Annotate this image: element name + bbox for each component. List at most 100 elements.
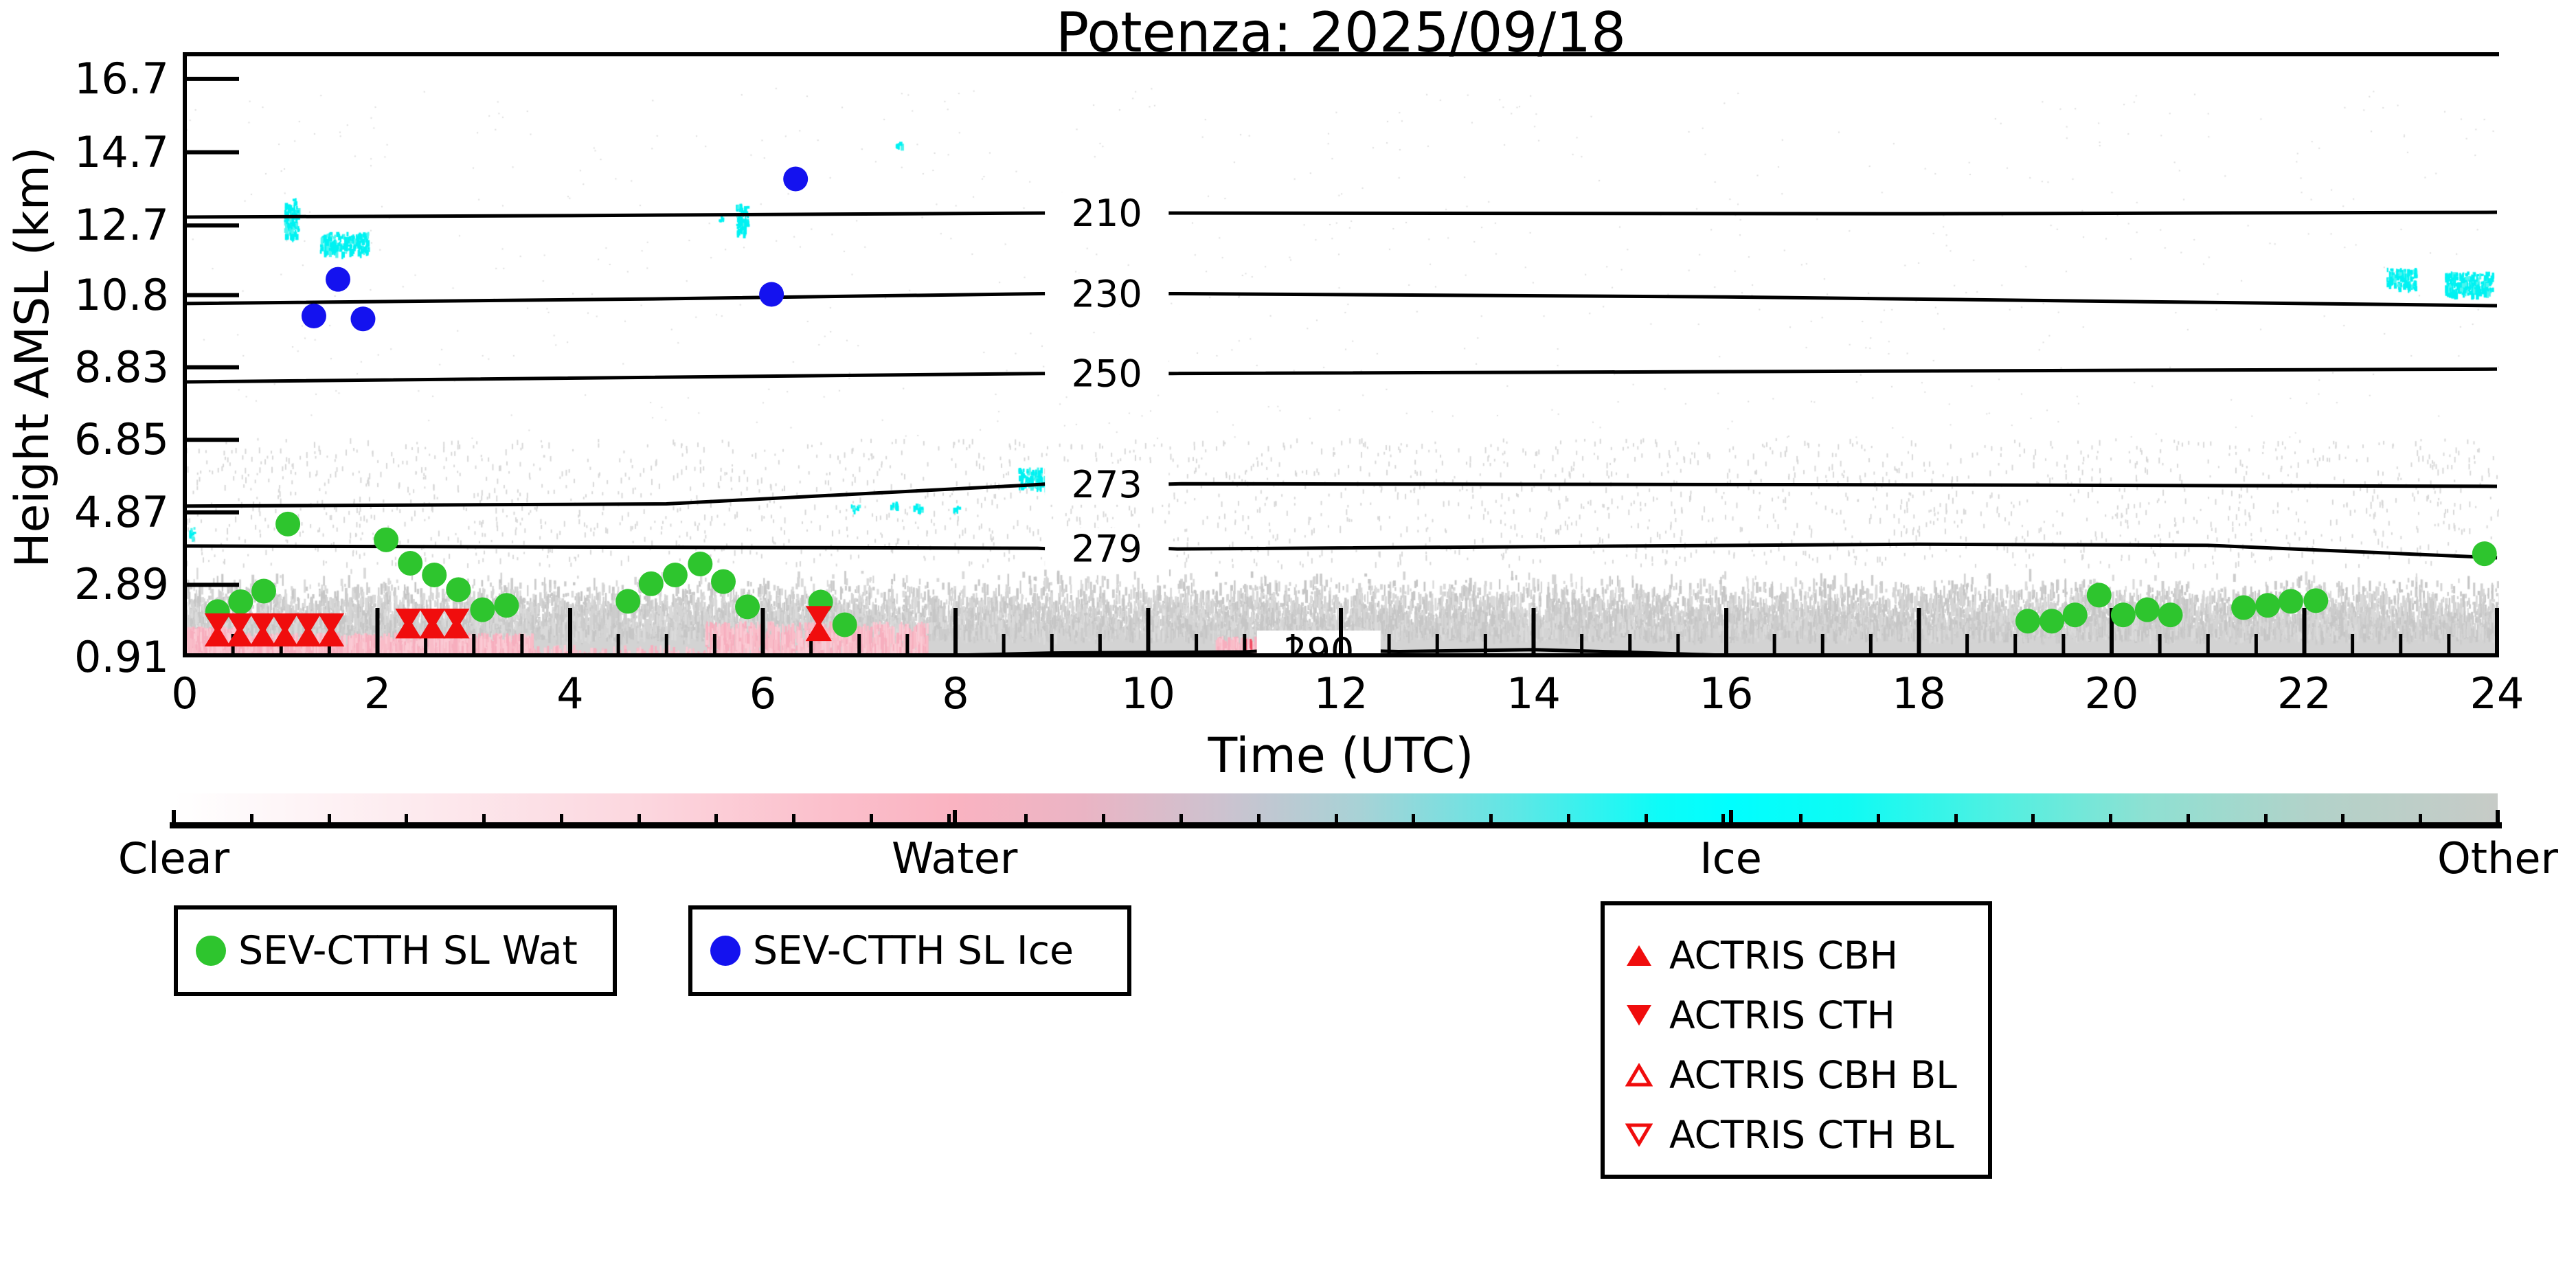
contour-line-250 bbox=[184, 372, 1046, 384]
sev-ctth-sl-wat-point bbox=[662, 563, 688, 588]
cloud-classification-background bbox=[183, 52, 2499, 657]
y-tick-label: 10.8 bbox=[74, 269, 169, 320]
contour-line-230 bbox=[1168, 291, 2498, 308]
contour-label-bg-273 bbox=[1045, 463, 1169, 505]
contour-line-210 bbox=[184, 211, 1046, 219]
colorbar-major-tick-other bbox=[2496, 810, 2500, 822]
colorbar-minor-tick bbox=[1024, 814, 1028, 822]
sev-ctth-sl-wat-point bbox=[2255, 593, 2281, 618]
actris-cth-point bbox=[249, 613, 276, 635]
colorbar-minor-tick bbox=[2341, 814, 2345, 822]
sev-ctth-sl-ice-point bbox=[783, 166, 809, 192]
cbh-triangle-up-icon bbox=[1627, 945, 1651, 966]
colorbar-minor-tick bbox=[1179, 814, 1183, 822]
colorbar-label-clear: Clear bbox=[117, 833, 230, 883]
y-tick-label: 6.85 bbox=[74, 414, 169, 465]
colorbar-minor-tick bbox=[1334, 814, 1338, 822]
sev-ctth-sl-wat-point bbox=[374, 527, 399, 552]
colorbar-minor-tick bbox=[482, 814, 486, 822]
sev-ctth-sl-wat-point bbox=[494, 593, 519, 618]
contour-label-250: 250 bbox=[1072, 352, 1142, 396]
colorbar-minor-tick bbox=[1721, 814, 1726, 822]
sev-ctth-sl-wat-point bbox=[2134, 597, 2160, 622]
actris-cbh-point bbox=[271, 624, 298, 647]
x-tick-label: 24 bbox=[2470, 668, 2524, 719]
legend-label-actris-cth: ACTRIS CTH bbox=[1669, 993, 1895, 1037]
colorbar-minor-tick bbox=[792, 814, 796, 822]
x-tick-label: 14 bbox=[1506, 668, 1561, 719]
ice-dot-icon bbox=[710, 936, 741, 966]
sev-ctth-sl-ice-point bbox=[759, 282, 784, 307]
sev-ctth-sl-wat-point bbox=[832, 612, 857, 637]
colorbar-minor-tick bbox=[1412, 814, 1416, 822]
legend-box-actris: ACTRIS CBH ACTRIS CTH ACTRIS CBH BL ACTR… bbox=[1601, 901, 1992, 1179]
colorbar-minor-tick bbox=[637, 814, 641, 822]
sev-ctth-sl-ice-point bbox=[350, 306, 376, 332]
actris-cth-point bbox=[395, 608, 422, 631]
legend-label-sev-ice: SEV-CTTH SL Ice bbox=[753, 928, 1074, 973]
colorbar-minor-tick bbox=[2109, 814, 2113, 822]
legend-label-sev-wat: SEV-CTTH SL Wat bbox=[238, 928, 578, 973]
colorbar-major-tick-clear bbox=[172, 810, 176, 822]
legend-label-actris-cbh-bl: ACTRIS CBH BL bbox=[1669, 1053, 1957, 1097]
sev-ctth-sl-wat-point bbox=[710, 569, 736, 594]
contour-line-279 bbox=[1168, 542, 2498, 560]
contour-line-279 bbox=[184, 544, 1046, 551]
actris-cbh-point bbox=[295, 624, 321, 647]
x-tick-label: 20 bbox=[2084, 668, 2139, 719]
legend-box-sev-wat: SEV-CTTH SL Wat bbox=[174, 905, 617, 996]
colorbar-minor-tick bbox=[1256, 814, 1261, 822]
colorbar-minor-tick bbox=[405, 814, 409, 822]
contour-line-273 bbox=[184, 482, 1046, 508]
colorbar-minor-tick bbox=[869, 814, 873, 822]
actris-cth-point bbox=[226, 613, 253, 635]
y-tick-label: 16.7 bbox=[74, 53, 169, 104]
contour-line-250 bbox=[1168, 367, 2498, 376]
colorbar-major-tick-water bbox=[952, 810, 957, 822]
cbh-bl-triangle-up-open-icon bbox=[1625, 1063, 1653, 1087]
colorbar-minor-tick bbox=[559, 814, 563, 822]
sev-ctth-sl-wat-point bbox=[2231, 595, 2257, 620]
y-tick-label: 4.87 bbox=[74, 486, 169, 537]
sev-ctth-sl-ice-point bbox=[325, 267, 350, 292]
sev-ctth-sl-ice-point bbox=[301, 303, 326, 328]
contour-line-273 bbox=[1168, 482, 2498, 488]
sev-ctth-sl-wat-point bbox=[638, 571, 664, 596]
sev-ctth-sl-wat-point bbox=[2303, 588, 2329, 613]
sev-ctth-sl-wat-point bbox=[2062, 602, 2088, 628]
sev-ctth-sl-wat-point bbox=[422, 563, 447, 588]
water-dot-icon bbox=[196, 936, 226, 966]
sev-ctth-sl-wat-point bbox=[2086, 583, 2112, 608]
colorbar-label-water: Water bbox=[892, 833, 1018, 883]
sev-ctth-sl-wat-point bbox=[228, 589, 253, 614]
x-tick-label: 18 bbox=[1892, 668, 1946, 719]
plot-area: 210 230 250 273 279 290 bbox=[183, 52, 2499, 657]
colorbar-label-ice: Ice bbox=[1699, 833, 1762, 883]
contour-label-bg-279 bbox=[1045, 528, 1169, 569]
sev-ctth-sl-wat-point bbox=[2040, 609, 2065, 634]
colorbar-minor-tick bbox=[1489, 814, 1493, 822]
x-tick-label: 8 bbox=[942, 668, 969, 719]
actris-cth-point bbox=[204, 613, 231, 635]
actris-cth-point bbox=[295, 613, 321, 635]
sev-ctth-sl-wat-point bbox=[275, 511, 301, 536]
x-tick-label: 10 bbox=[1121, 668, 1175, 719]
sev-ctth-sl-wat-point bbox=[398, 550, 423, 576]
sev-ctth-sl-wat-point bbox=[2110, 602, 2136, 628]
actris-cth-point bbox=[443, 608, 470, 631]
contour-line-230 bbox=[184, 291, 1046, 306]
colorbar-minor-tick bbox=[249, 814, 253, 822]
colorbar-minor-tick bbox=[1644, 814, 1648, 822]
colorbar-minor-tick bbox=[1876, 814, 1880, 822]
x-tick-label: 2 bbox=[363, 668, 392, 719]
contour-label-bg-230 bbox=[1045, 273, 1169, 315]
sev-ctth-sl-wat-point bbox=[2158, 602, 2183, 628]
colorbar-minor-tick bbox=[2263, 814, 2268, 822]
colorbar-minor-tick bbox=[714, 814, 719, 822]
sev-ctth-sl-wat-point bbox=[2278, 589, 2303, 614]
x-tick-label: 6 bbox=[749, 668, 777, 719]
colorbar-minor-tick bbox=[1799, 814, 1803, 822]
y-tick-label: 12.7 bbox=[74, 200, 169, 251]
actris-cbh-point bbox=[204, 624, 231, 647]
sev-ctth-sl-wat-point bbox=[446, 577, 471, 602]
